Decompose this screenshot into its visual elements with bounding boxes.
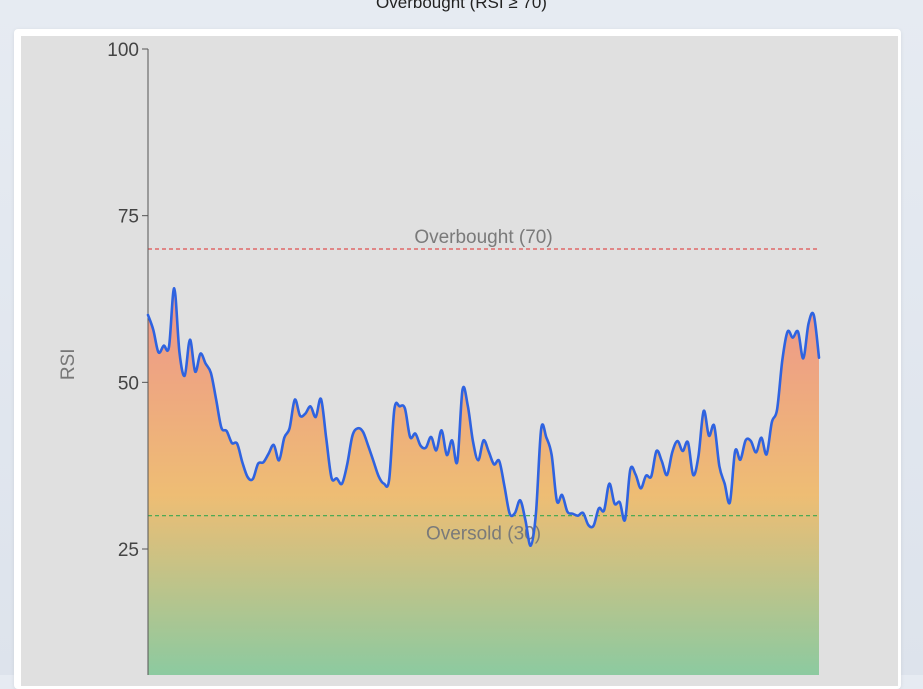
y-axis-title: RSI: [58, 348, 79, 380]
overbought-label: Overbought (70): [414, 227, 552, 248]
y-tick-label-100: 100: [107, 40, 139, 61]
y-tick-label-25: 25: [118, 540, 139, 561]
rsi-chart: Overbought (70) Oversold (30) 25 50 75 100 RS…: [0, 0, 923, 675]
oversold-label: Oversold (30): [426, 524, 541, 545]
y-tick-label-50: 50: [118, 373, 139, 394]
y-tick-label-75: 75: [118, 207, 139, 228]
rsi-area-fill: [148, 288, 819, 675]
